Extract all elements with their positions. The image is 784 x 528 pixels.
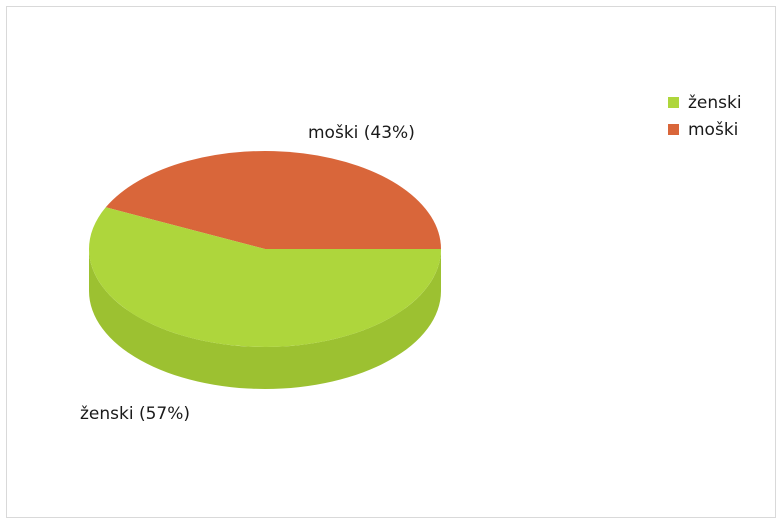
- pie-slice-moski: [105, 151, 442, 249]
- pie-side-zenski: [89, 249, 441, 389]
- legend-swatch-moski: [668, 124, 679, 135]
- slice-label-moski: moški (43%): [308, 123, 415, 143]
- legend-swatch-zenski: [668, 97, 679, 108]
- legend-label-moski: moški: [688, 119, 739, 140]
- legend-label-zenski: ženski: [688, 92, 742, 113]
- legend-item-zenski: ženski: [668, 89, 742, 116]
- legend: ženski moški: [668, 89, 742, 143]
- legend-item-moski: moški: [668, 116, 742, 143]
- slice-label-zenski: ženski (57%): [80, 404, 190, 424]
- pie-slice-zenski: [89, 207, 442, 348]
